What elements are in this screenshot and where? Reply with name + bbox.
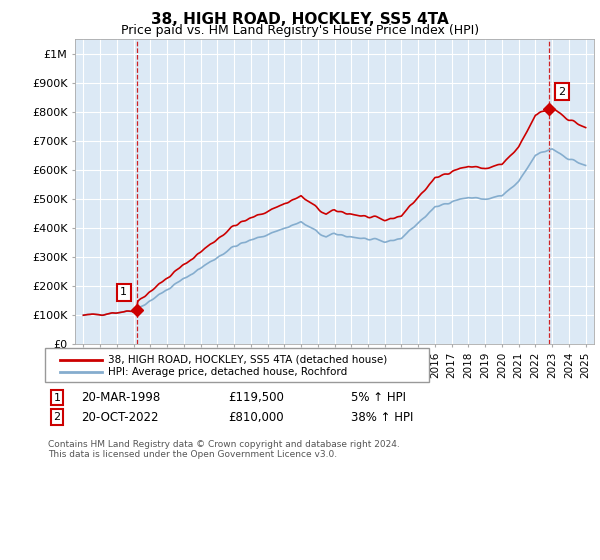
- Text: Price paid vs. HM Land Registry's House Price Index (HPI): Price paid vs. HM Land Registry's House …: [121, 24, 479, 36]
- Text: 38, HIGH ROAD, HOCKLEY, SS5 4TA (detached house): 38, HIGH ROAD, HOCKLEY, SS5 4TA (detache…: [108, 354, 387, 365]
- Text: HPI: Average price, detached house, Rochford: HPI: Average price, detached house, Roch…: [108, 367, 347, 377]
- Text: 2: 2: [559, 86, 566, 96]
- Text: HPI: Average price, detached house, Rochford: HPI: Average price, detached house, Roch…: [108, 367, 347, 377]
- Text: 38% ↑ HPI: 38% ↑ HPI: [351, 410, 413, 424]
- Text: 20-OCT-2022: 20-OCT-2022: [81, 410, 158, 424]
- Text: 1: 1: [53, 393, 61, 403]
- Text: Contains HM Land Registry data © Crown copyright and database right 2024.
This d: Contains HM Land Registry data © Crown c…: [48, 440, 400, 459]
- Text: 2: 2: [53, 412, 61, 422]
- Text: 5% ↑ HPI: 5% ↑ HPI: [351, 391, 406, 404]
- Text: 20-MAR-1998: 20-MAR-1998: [81, 391, 160, 404]
- Text: £119,500: £119,500: [228, 391, 284, 404]
- Text: 38, HIGH ROAD, HOCKLEY, SS5 4TA (detached house): 38, HIGH ROAD, HOCKLEY, SS5 4TA (detache…: [108, 354, 387, 365]
- Text: £810,000: £810,000: [228, 410, 284, 424]
- Text: 1: 1: [120, 287, 127, 297]
- Text: 38, HIGH ROAD, HOCKLEY, SS5 4TA: 38, HIGH ROAD, HOCKLEY, SS5 4TA: [151, 12, 449, 27]
